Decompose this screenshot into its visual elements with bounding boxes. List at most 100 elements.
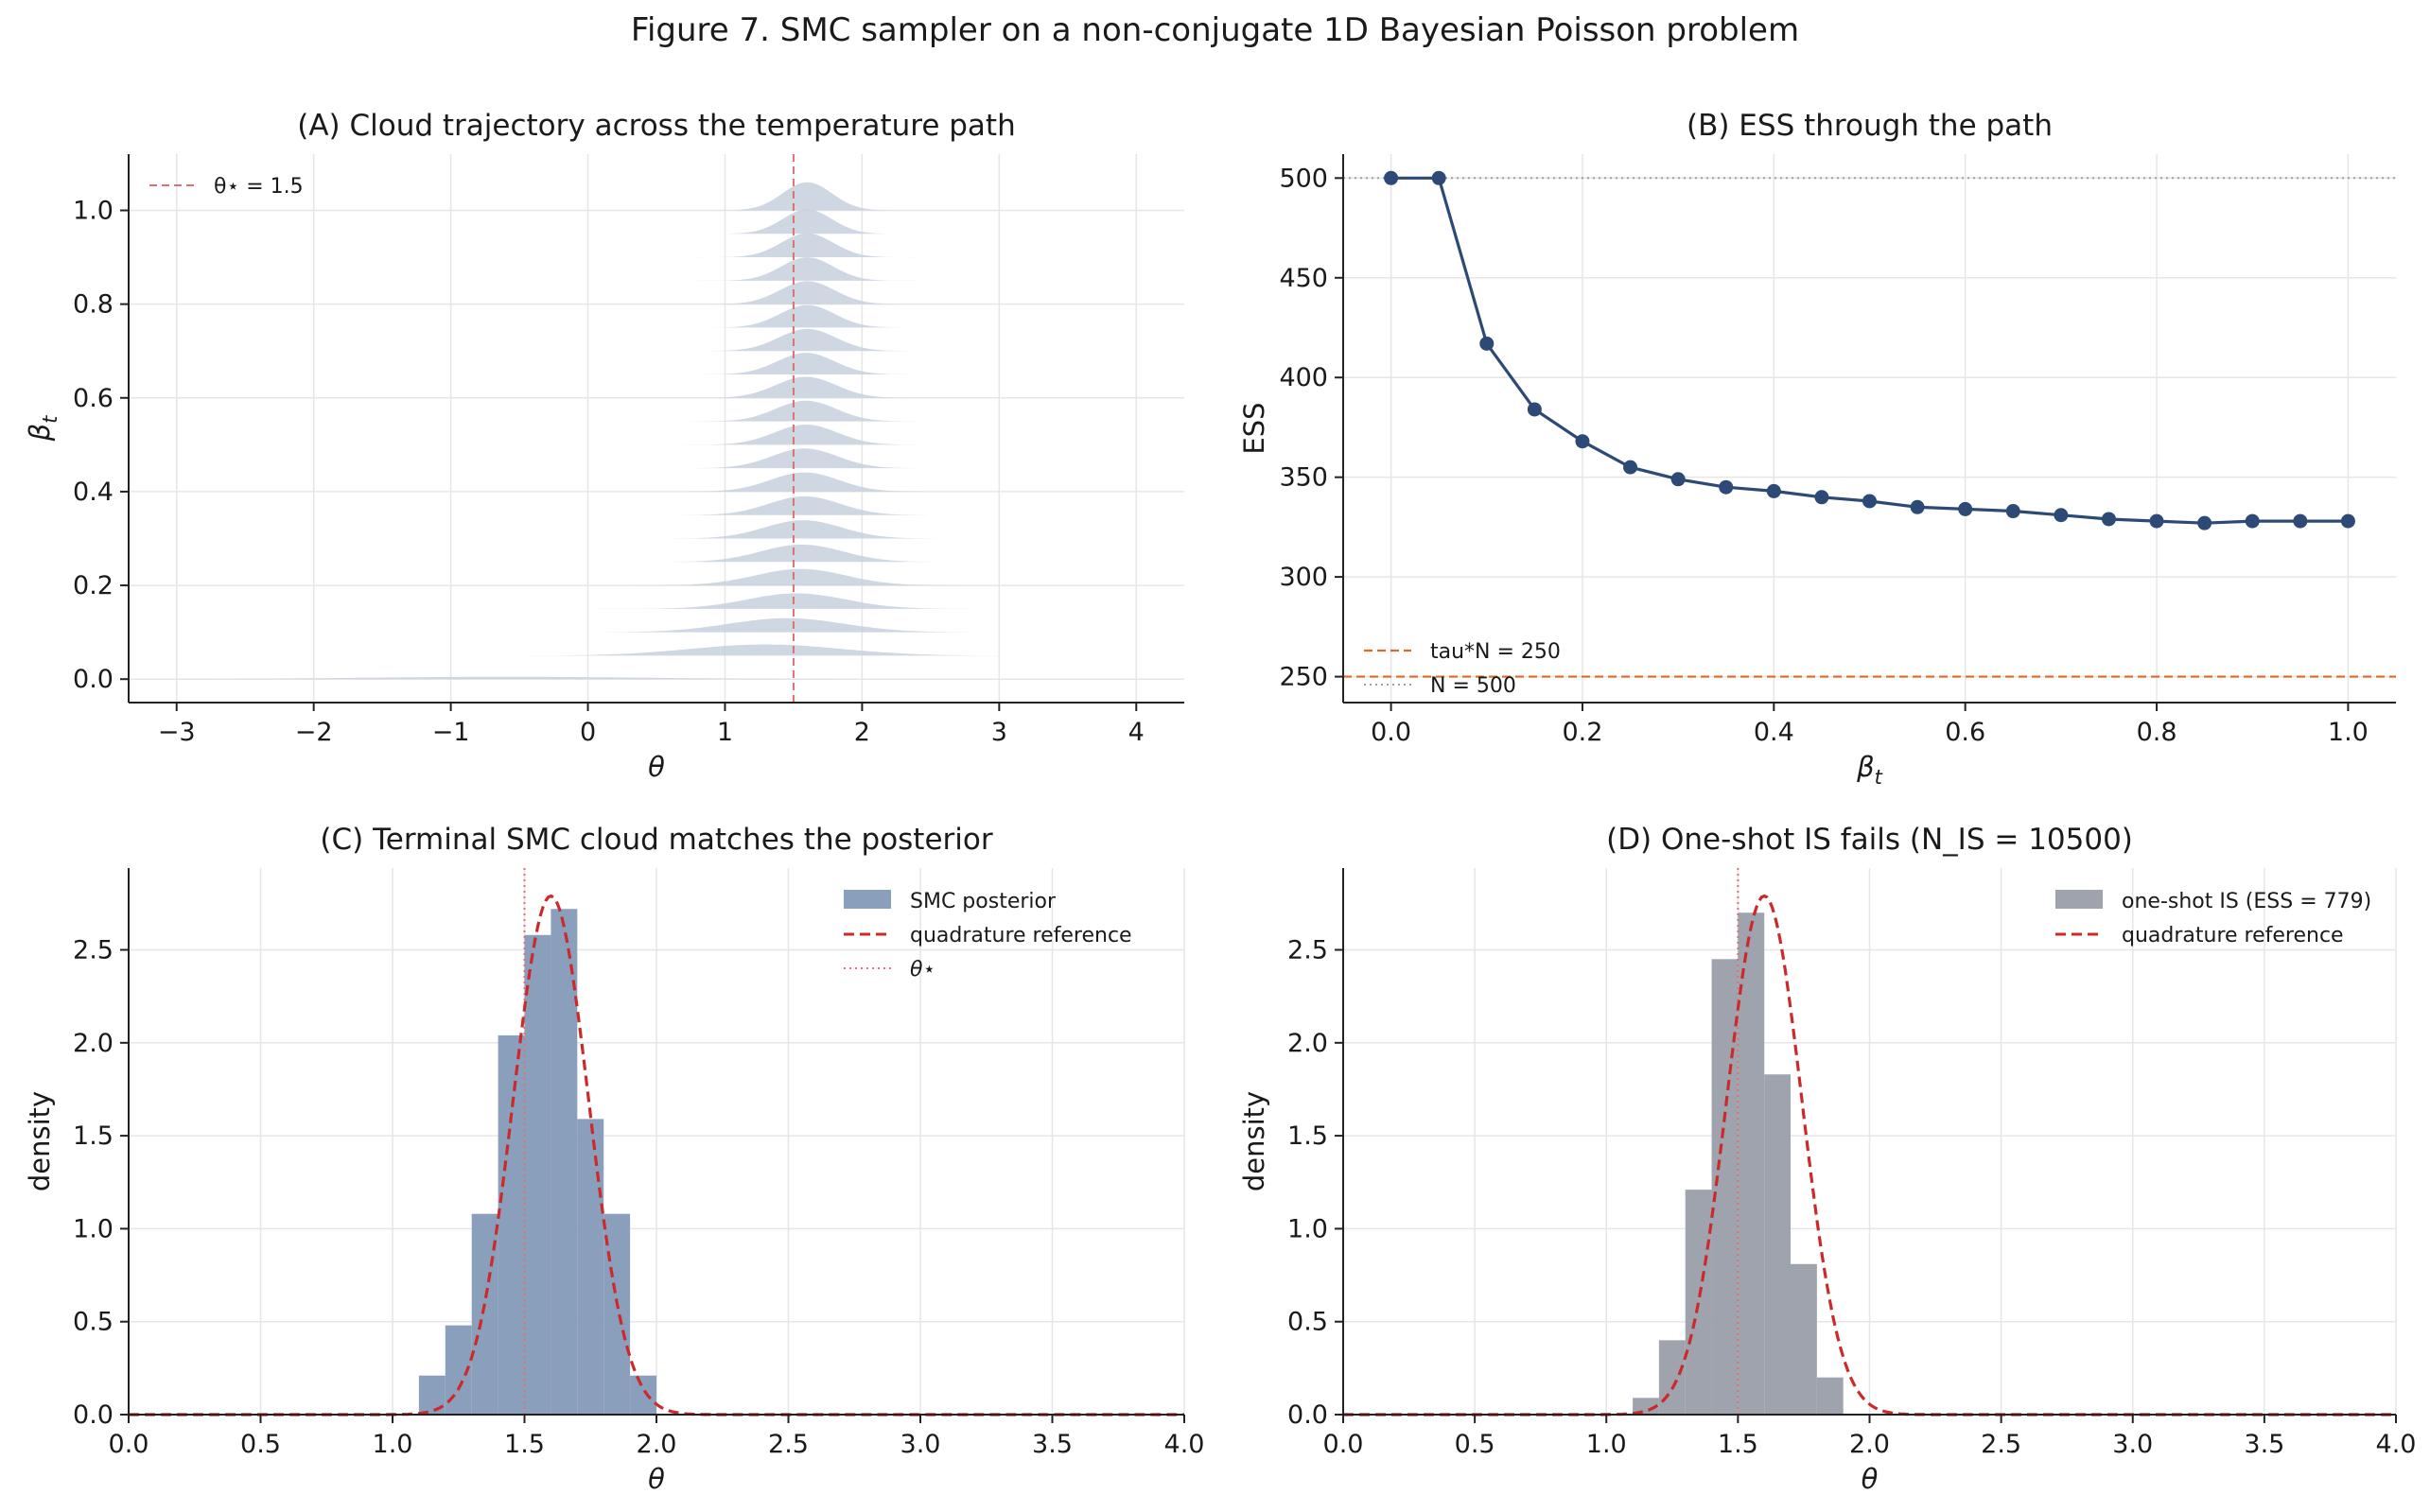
ess-point [2245, 513, 2260, 529]
histogram-bar [577, 1119, 604, 1415]
y-tick-label: 500 [1279, 164, 1328, 193]
x-tick-label: 0.8 [2137, 718, 2177, 747]
legend: SMC posterior quadrature reference θ⋆ [844, 890, 1132, 982]
grid-lines [1342, 868, 2397, 1416]
ess-point [2293, 513, 2308, 529]
x-tick-label: 2 [854, 718, 870, 747]
y-tick-label: 1.0 [73, 1214, 114, 1243]
legend: tau*N = 250 N = 500 [1364, 640, 1561, 698]
y-axis-label: ESS [1238, 402, 1270, 454]
y-axis-label-group: ESS [1238, 402, 1270, 454]
panel-title: (C) Terminal SMC cloud matches the poste… [320, 823, 992, 857]
y-axis-label-group: density [1238, 1091, 1270, 1191]
legend: one-shot IS (ESS = 779) quadrature refere… [2055, 890, 2371, 947]
x-tick-label: 1.0 [373, 1430, 413, 1459]
ess-point [1958, 501, 1973, 516]
x-tick-label: 3.0 [2112, 1430, 2153, 1459]
histogram-bar [498, 1034, 525, 1415]
ridge-density [670, 448, 931, 469]
histogram-bar [1658, 1340, 1686, 1415]
ess-series-line [1390, 176, 2349, 525]
ridge-density [710, 182, 903, 211]
y-tick-label: 0.8 [73, 290, 114, 320]
x-tick-label: 0.0 [109, 1430, 149, 1459]
y-tick-label: 400 [1279, 363, 1328, 392]
x-tick-label: 0.4 [1754, 718, 1794, 747]
ess-point [2340, 513, 2355, 529]
x-axis-label: θ [1862, 1463, 1879, 1495]
histogram [418, 909, 656, 1415]
histogram-bar [418, 1375, 446, 1415]
x-tick-label: −2 [295, 718, 333, 747]
x-tick-label: 1.0 [1586, 1430, 1627, 1459]
panel-d: 0.0 0.5 1.0 1.5 2.0 2.5 3.0 3.5 4.0 0.0 0.5 1.0 1.5 2… [1238, 823, 2416, 1495]
ess-point [1910, 499, 1925, 514]
ridge-density [697, 328, 918, 352]
legend-swatch-histogram [844, 890, 891, 909]
ridge-density [492, 617, 1000, 633]
y-tick-label: 0.5 [1287, 1308, 1328, 1337]
ridge-density [697, 353, 918, 374]
x-tick-label: 4 [1128, 718, 1145, 747]
x-tick-label: 0.6 [1945, 718, 1985, 747]
x-tick-label: 0.2 [1562, 718, 1602, 747]
x-tick-label: 1 [717, 718, 733, 747]
x-tick-label: 2.5 [768, 1430, 809, 1459]
panel-b: 0.0 0.2 0.4 0.6 0.8 1.0 250 300 350 400 450 500 (B) … [1238, 109, 2396, 789]
y-tick-label: 0.5 [73, 1308, 114, 1337]
x-tick-label: 4.0 [1164, 1430, 1205, 1459]
ridge-density [683, 376, 918, 398]
y-tick-label: 0.2 [73, 571, 114, 600]
legend-label: quadrature reference [2122, 924, 2344, 947]
ridge-density [697, 304, 918, 328]
histogram-bar [1764, 1074, 1792, 1415]
ess-point [1527, 402, 1542, 417]
y-tick-label: 1.0 [73, 196, 114, 225]
y-axis-label-group: density [24, 1091, 56, 1191]
x-tick-label: 2.0 [637, 1430, 677, 1459]
x-tick-label: 1.5 [1718, 1430, 1758, 1459]
x-tick-label: 4.0 [2376, 1430, 2417, 1459]
legend-swatch-histogram [2055, 890, 2103, 909]
y-tick-label: 0.0 [73, 1400, 114, 1430]
x-tick-label: 0.5 [240, 1430, 281, 1459]
y-tick-label: 1.5 [73, 1121, 114, 1151]
ridge-density [615, 568, 958, 586]
legend: θ⋆ = 1.5 [149, 175, 304, 199]
y-axis-label: βt [24, 415, 61, 443]
legend-label-n: N = 500 [1430, 674, 1516, 698]
panel-title: (B) ESS through the path [1687, 109, 2053, 143]
ess-point [1384, 170, 1399, 185]
histogram-bar [1816, 1377, 1844, 1415]
ridge-density [683, 425, 918, 445]
histogram [1633, 912, 1844, 1415]
histogram-bar [630, 1375, 656, 1415]
ess-point [1479, 336, 1495, 351]
x-tick-label: 3.5 [2244, 1430, 2284, 1459]
x-tick-label: 2.5 [1981, 1430, 2021, 1459]
x-tick-label: 1.5 [504, 1430, 545, 1459]
x-tick-label: −3 [158, 718, 196, 747]
figure-title: Figure 7. SMC sampler on a non-conjugate… [630, 11, 1800, 49]
x-tick-label: 0 [580, 718, 596, 747]
panel-title: (A) Cloud trajectory across the temperat… [297, 109, 1016, 143]
ess-point [1862, 494, 1877, 509]
legend-label: one-shot IS (ESS = 779) [2122, 890, 2371, 913]
histogram-bar [1633, 1398, 1659, 1415]
x-tick-label: 2.0 [1849, 1430, 1890, 1459]
ess-point [1766, 483, 1781, 498]
ridge-density [368, 644, 1000, 656]
ridge-density [697, 233, 918, 258]
ess-point [2149, 513, 2164, 529]
histogram-bar [1791, 1263, 1817, 1415]
histogram-bar [524, 934, 551, 1415]
y-tick-label: 2.5 [1287, 936, 1328, 965]
ridge-density [176, 676, 835, 680]
ess-point [2005, 504, 2020, 519]
ess-point [1431, 170, 1446, 185]
legend-label-theta-star: θ⋆ = 1.5 [214, 175, 304, 199]
legend-label: quadrature reference [910, 924, 1132, 947]
ess-point [2054, 508, 2069, 523]
